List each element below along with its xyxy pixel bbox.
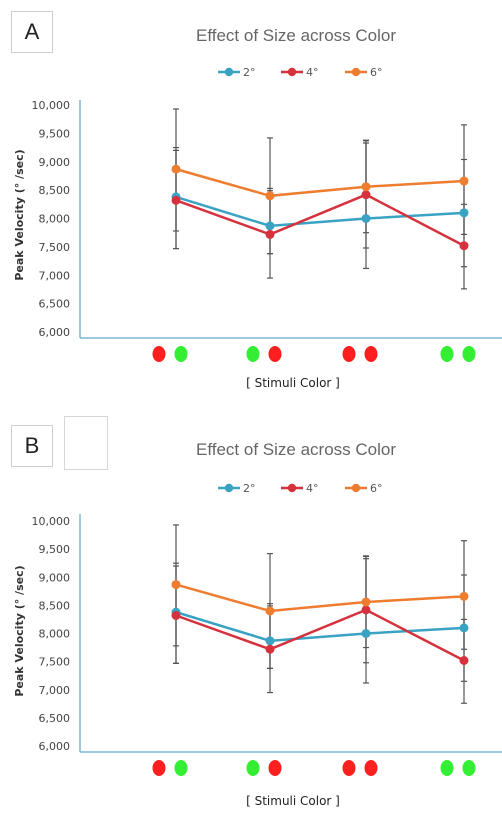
- legend-label: 6°: [370, 482, 383, 495]
- stimulus-dot-green: [440, 346, 454, 362]
- data-point: [459, 623, 469, 633]
- data-point: [361, 605, 371, 615]
- data-point: [361, 214, 371, 223]
- stimulus-dot-red: [364, 346, 378, 362]
- y-tick-label: 9,500: [39, 127, 71, 140]
- blank-box: [64, 416, 108, 470]
- stimulus-dot-red: [342, 760, 356, 776]
- data-point: [265, 636, 275, 646]
- data-point: [265, 191, 275, 201]
- series-line-2: [175, 608, 465, 662]
- stimulus-dot-green: [462, 760, 476, 776]
- y-tick-label: 8,500: [39, 599, 71, 612]
- stimulus-dot-red: [342, 346, 356, 362]
- data-point: [459, 208, 469, 218]
- chart-b: Effect of Size across Color [ Stimuli Co…: [13, 440, 502, 808]
- stimulus-dot-green: [246, 346, 260, 362]
- y-tick-label: 9,500: [39, 543, 71, 556]
- legend-label: 2°: [243, 482, 256, 495]
- legend-label: 6°: [370, 66, 383, 79]
- data-point: [361, 190, 371, 200]
- chart-panel-a: A Effect of Size across Color [ Stimuli …: [0, 0, 502, 400]
- y-tick-label: 10,000: [32, 515, 71, 528]
- y-tick-label: 6,500: [39, 298, 71, 311]
- y-tick-label: 9,000: [39, 571, 71, 584]
- data-point: [171, 580, 181, 590]
- legend-label: 2°: [243, 66, 256, 79]
- legend-marker: [287, 483, 297, 493]
- x-axis-label: [ Stimuli Color ]: [246, 794, 340, 808]
- legend-label: 4°: [306, 66, 319, 79]
- chart-title: Effect of Size across Color: [196, 26, 396, 45]
- panel-label: B: [11, 425, 53, 467]
- y-axis-label: Peak Velocity (° /sec): [13, 565, 26, 696]
- data-point: [459, 241, 469, 251]
- chart-title: Effect of Size across Color: [196, 440, 396, 459]
- series-line-2: [175, 193, 465, 247]
- chart-a: Effect of Size across Color [ Stimuli Co…: [13, 26, 502, 390]
- data-point: [171, 195, 181, 205]
- y-tick-label: 7,500: [39, 656, 71, 669]
- y-tick-label: 7,000: [39, 684, 71, 697]
- data-point: [171, 611, 181, 620]
- legend-label: 4°: [306, 482, 319, 495]
- data-point: [265, 644, 275, 654]
- data-point: [171, 164, 181, 174]
- data-point: [459, 656, 469, 665]
- series-line-1: [175, 195, 465, 228]
- stimulus-dot-green: [246, 760, 260, 776]
- data-point: [361, 629, 371, 638]
- stimulus-dot-red: [268, 346, 282, 362]
- legend-marker: [224, 483, 234, 493]
- stimulus-dot-green: [462, 346, 476, 362]
- y-tick-label: 6,000: [39, 326, 71, 339]
- data-point: [361, 597, 371, 607]
- legend-marker: [287, 67, 297, 77]
- y-tick-label: 10,000: [32, 99, 71, 112]
- y-tick-label: 8,000: [39, 628, 71, 641]
- y-axis-label: Peak Velocity (° /sec): [13, 149, 26, 280]
- legend-marker: [224, 67, 234, 77]
- series-line-3: [175, 583, 465, 613]
- stimulus-dot-red: [152, 760, 166, 776]
- x-axis-label: [ Stimuli Color ]: [246, 376, 340, 390]
- y-tick-label: 6,500: [39, 712, 71, 725]
- chart-panel-b: B Effect of Size across Color [ Stimuli …: [0, 414, 502, 814]
- stimulus-dot-red: [152, 346, 166, 362]
- stimulus-dot-red: [268, 760, 282, 776]
- data-point: [265, 229, 275, 239]
- y-tick-label: 7,500: [39, 241, 71, 254]
- data-point: [459, 176, 469, 186]
- stimulus-dot-red: [364, 760, 378, 776]
- stimulus-dot-green: [174, 346, 188, 362]
- series-line-1: [175, 610, 465, 643]
- panel-label: A: [11, 11, 53, 53]
- data-point: [265, 606, 275, 616]
- data-point: [459, 591, 469, 601]
- y-tick-label: 6,000: [39, 740, 71, 753]
- series-line-3: [175, 167, 465, 198]
- legend-marker: [351, 67, 361, 77]
- y-tick-label: 8,000: [39, 213, 71, 226]
- y-tick-label: 8,500: [39, 184, 71, 197]
- stimulus-dot-green: [174, 760, 188, 776]
- legend-marker: [351, 483, 361, 493]
- y-tick-label: 7,000: [39, 269, 71, 282]
- stimulus-dot-green: [440, 760, 454, 776]
- y-tick-label: 9,000: [39, 156, 71, 169]
- data-point: [361, 182, 371, 192]
- data-point: [265, 221, 275, 231]
